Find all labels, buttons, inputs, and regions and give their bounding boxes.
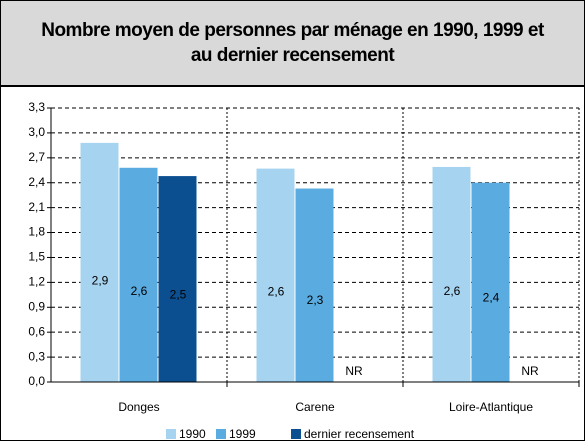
legend-swatch — [291, 429, 301, 439]
data-label: 2,5 — [170, 288, 187, 302]
y-tick-label: 0,9 — [28, 299, 45, 313]
data-label: 2,6 — [444, 284, 461, 298]
legend-swatch — [216, 429, 226, 439]
legend-label: 1999 — [229, 427, 256, 440]
data-label: 2,3 — [307, 293, 324, 307]
y-tick-label: 0,6 — [28, 324, 45, 338]
y-tick-label: 3,0 — [28, 125, 45, 139]
chart-title: Nombre moyen de personnes par ménage en … — [1, 1, 584, 87]
data-label: 2,6 — [131, 284, 148, 298]
y-tick-label: 1,8 — [28, 225, 45, 239]
bar — [471, 182, 510, 382]
data-label: 2,6 — [268, 285, 285, 299]
data-label: 2,9 — [92, 274, 109, 288]
bar — [119, 167, 158, 382]
y-tick-label: 1,5 — [28, 250, 45, 264]
bar — [432, 166, 471, 382]
bar — [80, 142, 119, 382]
legend-label: dernier recensement — [304, 427, 415, 440]
y-tick-label: 2,4 — [28, 175, 45, 189]
data-label: NR — [345, 364, 363, 378]
legend-swatch — [166, 429, 176, 439]
x-tick-label: Carene — [295, 400, 335, 414]
legend-label: 1990 — [179, 427, 206, 440]
y-tick-label: 1,2 — [28, 275, 45, 289]
bar — [256, 168, 295, 382]
y-tick-label: 0,0 — [28, 374, 45, 388]
bar — [295, 188, 334, 382]
y-tick-label: 0,3 — [28, 349, 45, 363]
y-tick-label: 2,7 — [28, 150, 45, 164]
bar — [158, 176, 197, 382]
data-label: 2,4 — [483, 290, 500, 304]
y-tick-label: 3,3 — [28, 100, 45, 114]
x-tick-label: Loire-Atlantique — [449, 400, 533, 414]
data-label: NR — [521, 364, 539, 378]
y-tick-label: 2,1 — [28, 200, 45, 214]
x-tick-label: Donges — [118, 400, 159, 414]
